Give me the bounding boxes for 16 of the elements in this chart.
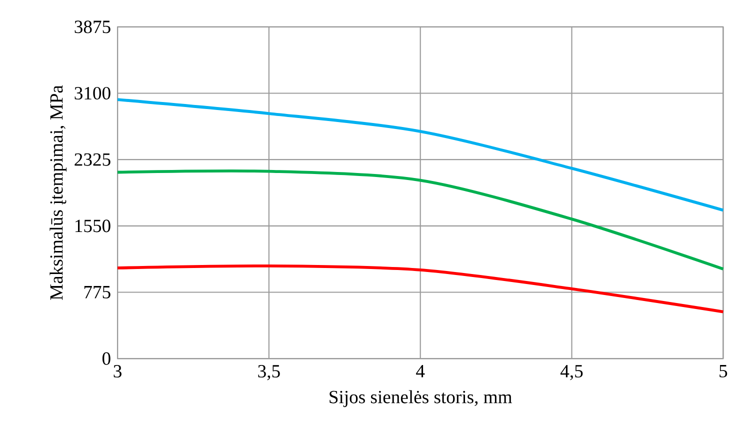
x-tick-label: 5 [720, 364, 728, 378]
x-tick-label: 3,5 [258, 364, 280, 380]
x-tick-label: 3 [114, 364, 122, 378]
y-tick-label: 3875 [74, 20, 110, 34]
y-tick-label: 3100 [74, 86, 110, 100]
x-tick-label: 4 [416, 364, 425, 378]
x-axis-title: Sijos sienelės storis, mm [330, 390, 512, 407]
line-series [116, 169, 725, 270]
x-tick-label: 4,5 [560, 364, 583, 380]
y-tick-label: 1550 [76, 220, 110, 232]
y-tick-label: 2325 [74, 153, 110, 166]
y-axis-title: Maksimalūs įtempimai, MPa [50, 85, 67, 300]
line-series [116, 264, 725, 314]
y-tick-label: 0 [102, 352, 110, 365]
line-series [116, 98, 725, 212]
y-tick-label: 775 [84, 286, 110, 298]
